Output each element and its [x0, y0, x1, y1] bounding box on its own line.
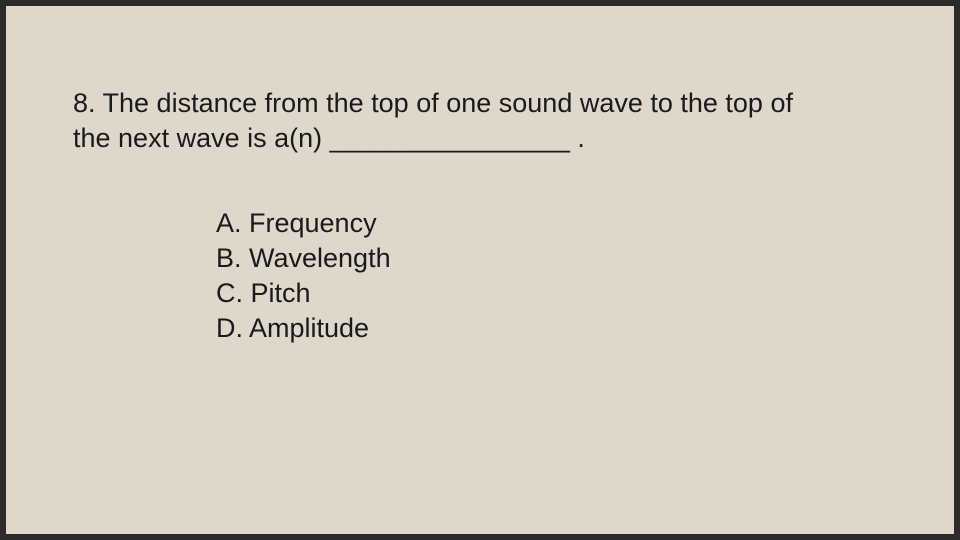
- option-b: B. Wavelength: [216, 241, 391, 276]
- option-d: D. Amplitude: [216, 311, 391, 346]
- options-list: A. Frequency B. Wavelength C. Pitch D. A…: [216, 206, 391, 346]
- option-a: A. Frequency: [216, 206, 391, 241]
- slide-container: 8. The distance from the top of one soun…: [6, 6, 954, 534]
- question-text: 8. The distance from the top of one soun…: [73, 86, 803, 156]
- option-c: C. Pitch: [216, 276, 391, 311]
